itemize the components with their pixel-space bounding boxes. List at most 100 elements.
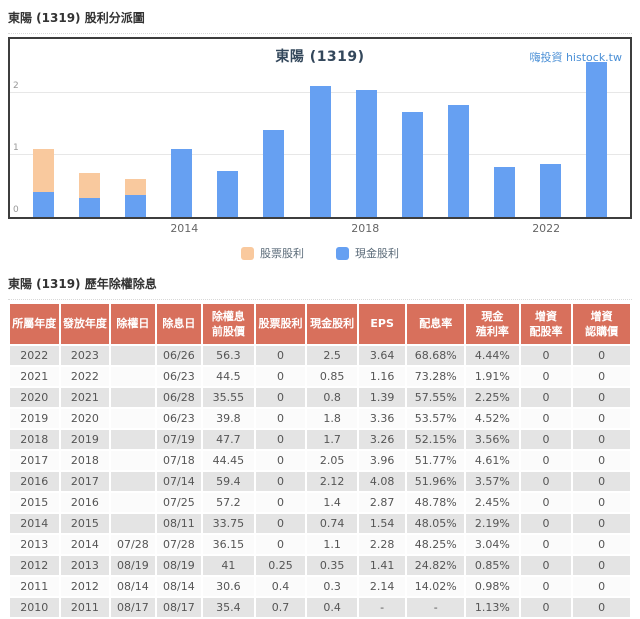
- cell-2022-col2: [111, 346, 155, 365]
- bar-stack-2022: [540, 164, 562, 217]
- cell-2012-col0: 2012: [10, 556, 59, 575]
- cash-dividend-segment-2018: [355, 90, 377, 217]
- cash-dividend-segment-2016: [263, 130, 285, 217]
- cell-2011-col8: 14.02%: [407, 577, 465, 596]
- cell-2015-col10: 0: [520, 493, 572, 512]
- table-row-2018: 2018 2019 07/19 47.7 0 1.7 3.26 52.15% 3.56% 0 0: [10, 430, 630, 449]
- bar-slot-2023: [574, 39, 620, 217]
- cell-2013-col0: 2013: [10, 535, 59, 554]
- cash-dividend-segment-2011: [32, 192, 54, 217]
- cell-2012-col2: 08/19: [111, 556, 155, 575]
- cell-2013-col8: 48.25%: [407, 535, 465, 554]
- cash-dividend-segment-2020: [447, 105, 469, 217]
- cell-2022-col1: 2023: [60, 346, 110, 365]
- cell-2015-col8: 48.78%: [407, 493, 465, 512]
- cell-2017-col0: 2017: [10, 451, 59, 470]
- column-header-1: 發放年度: [60, 304, 110, 344]
- cell-2013-col9: 3.04%: [466, 535, 519, 554]
- stock-dividend-segment-2011: [32, 149, 54, 192]
- cell-2010-col3: 08/17: [156, 598, 202, 617]
- bar-stack-2021: [494, 167, 516, 217]
- cell-2010-col5: 0.7: [255, 598, 306, 617]
- cell-2016-col2: [111, 472, 155, 491]
- cell-2014-col9: 2.19%: [466, 514, 519, 533]
- table-row-2010: 2010 2011 08/17 08/17 35.4 0.7 0.4- -1.13% 0 0: [10, 598, 630, 617]
- y-tick-label-0: 0: [13, 205, 19, 215]
- stock-dividend-segment-2012: [78, 173, 100, 198]
- cell-2015-col9: 2.45%: [466, 493, 519, 512]
- cell-2021-col5: 0: [255, 367, 306, 386]
- column-header-3: 除息日: [156, 304, 202, 344]
- cash-dividend-segment-2017: [309, 86, 331, 217]
- legend-swatch-icon: [241, 246, 254, 260]
- cell-2018-col4: 47.7: [203, 430, 254, 449]
- cell-2015-col1: 2016: [60, 493, 110, 512]
- cell-2022-col7: 3.64: [358, 346, 406, 365]
- table-row-2012: 2012 2013 08/19 08/19 41 0.25 0.35 1.41 24.82% 0.…: [10, 556, 630, 575]
- cell-2016-col8: 51.96%: [407, 472, 465, 491]
- cell-2022-col5: 0: [255, 346, 306, 365]
- cell-2014-col5: 0: [255, 514, 306, 533]
- legend-item-stock-dividend[interactable]: 股票股利: [241, 245, 304, 261]
- cell-2012-col7: 1.41: [358, 556, 406, 575]
- cell-2012-col4: 41: [203, 556, 254, 575]
- cell-2015-col6: 1.4: [307, 493, 357, 512]
- chart-section-title: 東陽 (1319) 股利分派圖: [8, 5, 632, 34]
- cell-2019-col4: 39.8: [203, 409, 254, 428]
- cell-2022-col6: 2.5: [307, 346, 357, 365]
- cell-2022-col10: 0: [520, 346, 572, 365]
- table-header-row: 所屬年度 發放年度 除權日 除息日 除權息 前股價 股票股利 現金股利 EPS 配息率 現金 殖利…: [10, 304, 630, 344]
- cell-2011-col1: 2012: [60, 577, 110, 596]
- cell-2017-col2: [111, 451, 155, 470]
- cell-2016-col3: 07/14: [156, 472, 202, 491]
- cell-2021-col0: 2021: [10, 367, 59, 386]
- bar-slot-2019: [389, 39, 435, 217]
- table-row-2022: 2022 2023 06/26 56.3 0 2.5 3.64 68.68% 4.44% 0 0: [10, 346, 630, 365]
- cell-2015-col0: 2015: [10, 493, 59, 512]
- cell-2013-col4: 36.15: [203, 535, 254, 554]
- cell-2018-col0: 2018: [10, 430, 59, 449]
- cell-2013-col1: 2014: [60, 535, 110, 554]
- bar-stack-2013: [124, 179, 146, 217]
- legend-item-cash-dividend[interactable]: 現金股利: [336, 245, 399, 261]
- cell-2015-col5: 0: [255, 493, 306, 512]
- column-header-2: 除權日: [111, 304, 155, 344]
- cell-2014-col6: 0.74: [307, 514, 357, 533]
- cell-2012-col6: 0.35: [307, 556, 357, 575]
- cell-2022-col3: 06/26: [156, 346, 202, 365]
- cell-2021-col7: 1.16: [358, 367, 406, 386]
- cell-2019-col6: 1.8: [307, 409, 357, 428]
- cell-2016-col5: 0: [255, 472, 306, 491]
- cell-2012-col11: 0: [573, 556, 630, 575]
- cell-2016-col7: 4.08: [358, 472, 406, 491]
- bar-slot-2015: [205, 39, 251, 217]
- cell-2010-col2: 08/17: [111, 598, 155, 617]
- legend-label: 現金股利: [355, 247, 399, 260]
- cell-2010-col8: -: [407, 598, 465, 617]
- cell-2013-col5: 0: [255, 535, 306, 554]
- table-row-2011: 2011 2012 08/14 08/14 30.6 0.4 0.3 2.14 14.02% 0.…: [10, 577, 630, 596]
- chart-x-axis-labels: 2014 2018 2022: [26, 222, 614, 236]
- cell-2020-col1: 2021: [60, 388, 110, 407]
- cash-dividend-segment-2021: [494, 167, 516, 217]
- cash-dividend-segment-2019: [401, 112, 423, 217]
- cell-2020-col7: 1.39: [358, 388, 406, 407]
- cell-2013-col7: 2.28: [358, 535, 406, 554]
- x-tick-2018: 2018: [351, 222, 380, 235]
- cell-2017-col1: 2018: [60, 451, 110, 470]
- column-header-4: 除權息 前股價: [203, 304, 254, 344]
- cell-2010-col6: 0.4: [307, 598, 357, 617]
- histock-watermark-link[interactable]: 嗨投資 histock.tw: [529, 51, 622, 64]
- x-tick-2020: [433, 222, 478, 236]
- x-tick-2016: [252, 222, 297, 236]
- cell-2011-col7: 2.14: [358, 577, 406, 596]
- cell-2021-col4: 44.5: [203, 367, 254, 386]
- cell-2017-col8: 51.77%: [407, 451, 465, 470]
- stock-dividend-segment-2013: [124, 179, 146, 195]
- y-tick-label-2: 2: [13, 81, 19, 91]
- cell-2013-col2: 07/28: [111, 535, 155, 554]
- cell-2016-col0: 2016: [10, 472, 59, 491]
- cell-2011-col4: 30.6: [203, 577, 254, 596]
- bar-slot-2022: [528, 39, 574, 217]
- column-header-8: 配息率: [407, 304, 465, 344]
